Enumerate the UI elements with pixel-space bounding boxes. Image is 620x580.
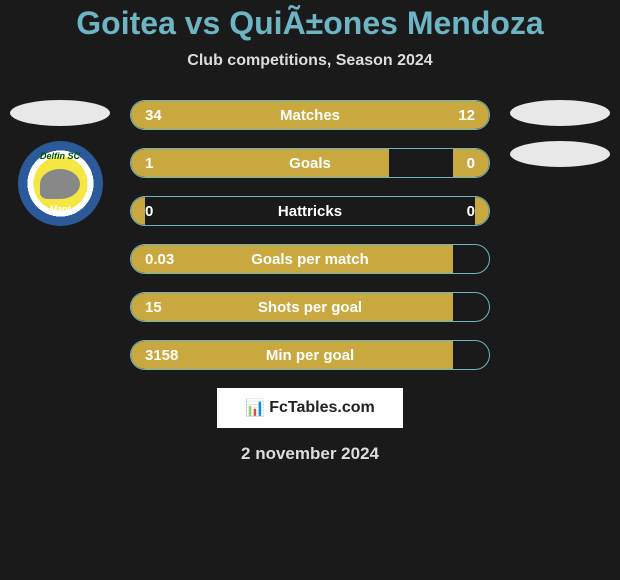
stat-row-matches: 34Matches12 (130, 100, 490, 130)
right-team-badges (510, 100, 610, 182)
stat-label: Matches (131, 107, 489, 124)
brand-text: FcTables.com (269, 399, 375, 417)
subtitle: Club competitions, Season 2024 (187, 52, 432, 70)
right-oval-placeholder-2 (510, 141, 610, 167)
stat-row-goals: 1Goals0 (130, 148, 490, 178)
stats-column: 34Matches121Goals00Hattricks00.03Goals p… (130, 100, 490, 370)
stat-right-value: 0 (467, 155, 475, 172)
left-team-badges (10, 100, 110, 226)
content-area: 34Matches121Goals00Hattricks00.03Goals p… (0, 100, 620, 370)
stat-row-shots-per-goal: 15Shots per goal (130, 292, 490, 322)
stat-label: Hattricks (131, 203, 489, 220)
chart-icon: 📊 (245, 398, 265, 418)
right-oval-placeholder-1 (510, 100, 610, 126)
stat-row-min-per-goal: 3158Min per goal (130, 340, 490, 370)
stat-row-goals-per-match: 0.03Goals per match (130, 244, 490, 274)
page-title: Goitea vs QuiÃ±ones Mendoza (76, 5, 543, 42)
date-text: 2 november 2024 (241, 444, 379, 464)
main-container: Goitea vs QuiÃ±ones Mendoza Club competi… (0, 0, 620, 464)
dolphin-icon (40, 169, 80, 199)
stat-label: Min per goal (131, 347, 489, 364)
stat-right-value: 0 (467, 203, 475, 220)
stat-label: Goals (131, 155, 489, 172)
stat-right-value: 12 (458, 107, 475, 124)
team-logo-delfin (18, 141, 103, 226)
stat-label: Goals per match (131, 251, 489, 268)
brand-badge[interactable]: 📊 FcTables.com (217, 388, 402, 428)
left-oval-placeholder (10, 100, 110, 126)
stat-row-hattricks: 0Hattricks0 (130, 196, 490, 226)
stat-label: Shots per goal (131, 299, 489, 316)
